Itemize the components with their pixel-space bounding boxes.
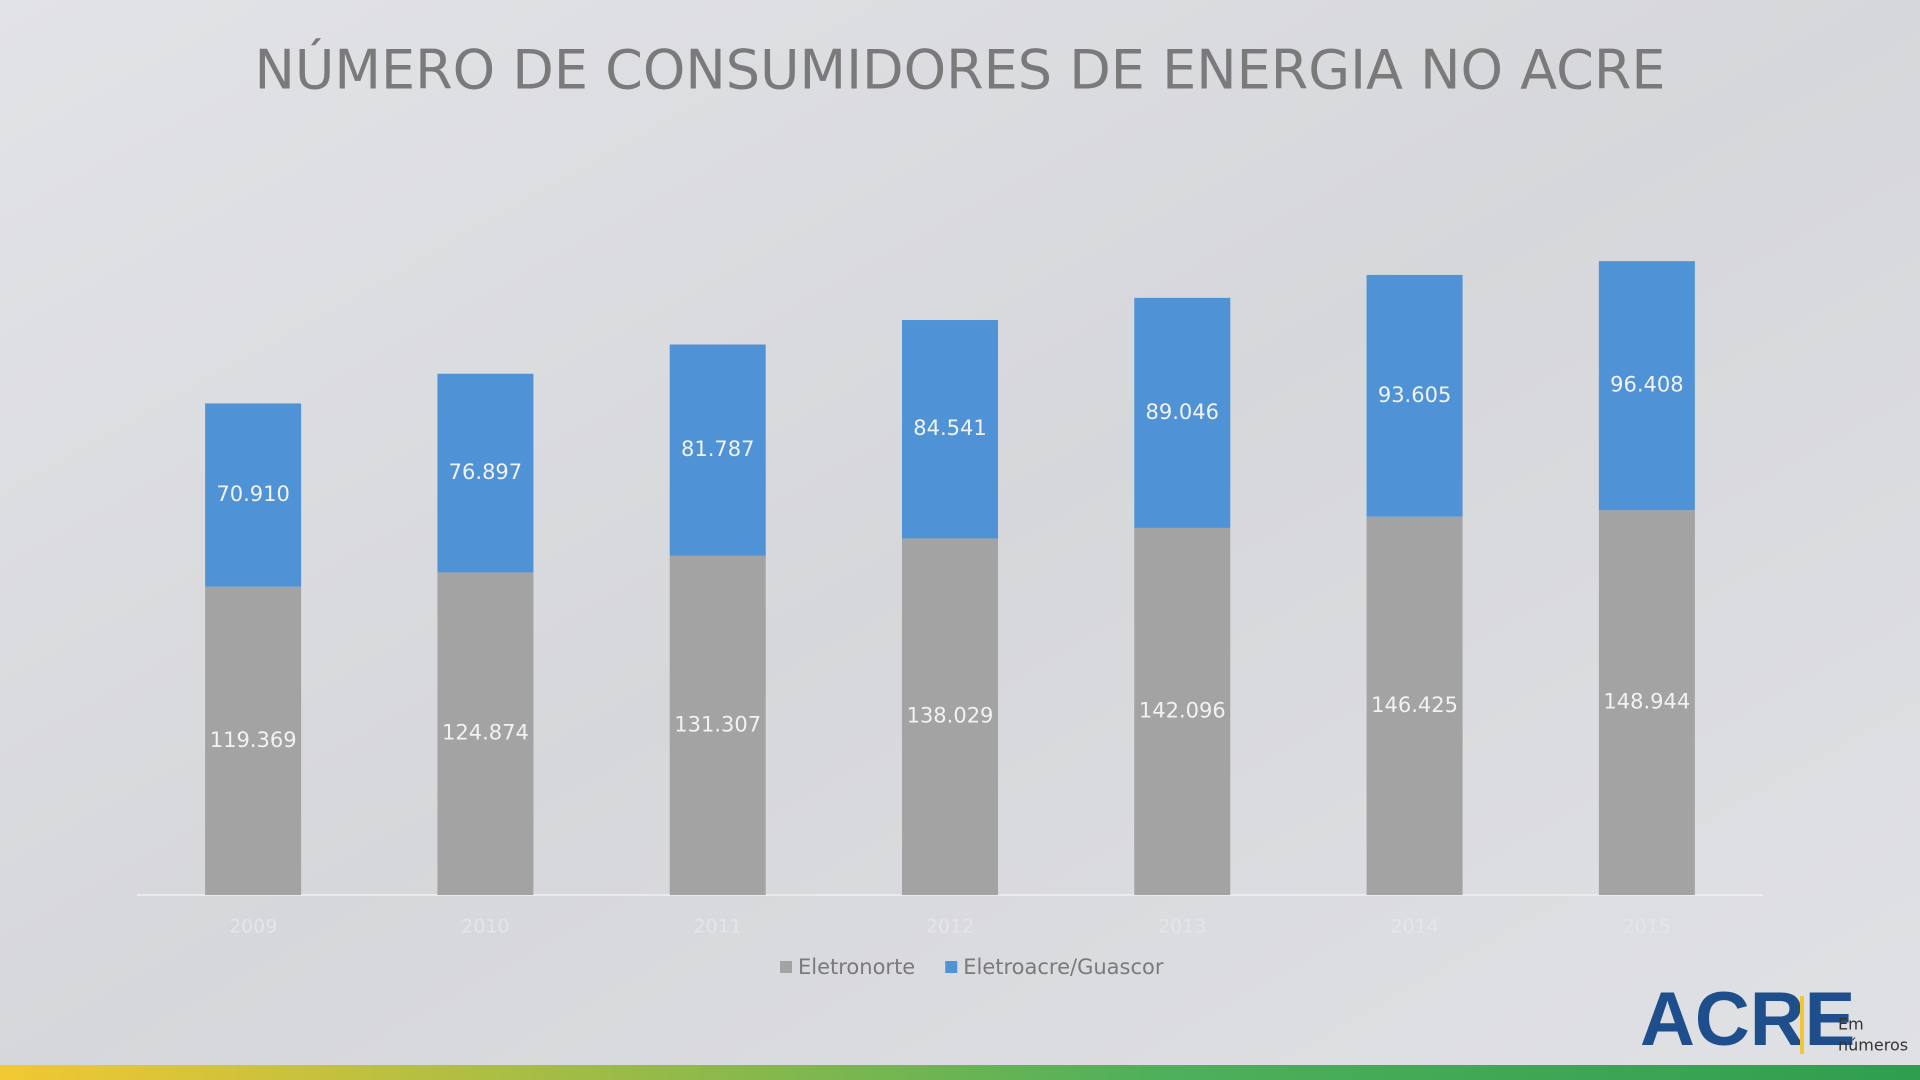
legend-label: Eletronorte: [798, 955, 915, 979]
bar-segment: [669, 555, 766, 895]
data-label: 131.307: [674, 712, 761, 736]
legend-swatch: [780, 961, 792, 973]
x-tick-label: 2011: [694, 916, 742, 938]
data-label: 76.897: [449, 460, 522, 484]
logo: ACRE Em números: [1640, 977, 1908, 1062]
x-tick-label: 2012: [926, 916, 974, 938]
legend-label: Eletroacre/Guascor: [963, 955, 1164, 979]
data-label: 89.046: [1146, 400, 1219, 424]
footer-strip: [0, 1065, 1920, 1080]
data-label: 96.408: [1610, 373, 1683, 397]
bar-segment: [205, 403, 302, 587]
bar-segment: [1366, 274, 1463, 517]
bar-segment: [437, 572, 534, 895]
bar-segment: [1598, 510, 1695, 895]
bar-segment: [1366, 516, 1463, 895]
bar-segment: [1134, 527, 1231, 895]
chart-title: NÚMERO DE CONSUMIDORES DE ENERGIA NO ACR…: [254, 39, 1665, 102]
x-tick-label: 2014: [1390, 916, 1438, 938]
data-label: 119.369: [210, 728, 297, 752]
x-tick-label: 2013: [1158, 916, 1206, 938]
data-label: 148.944: [1603, 690, 1690, 714]
bar-segment: [205, 586, 302, 895]
x-tick-label: 2009: [229, 916, 277, 938]
bar-segment: [1598, 261, 1695, 511]
logo-name: ACRE: [1640, 977, 1855, 1062]
data-label: 146.425: [1371, 693, 1458, 717]
bar-segment: [902, 538, 998, 895]
x-tick-label: 2015: [1623, 916, 1671, 938]
logo-line1: Em: [1838, 1015, 1864, 1034]
data-label: 81.787: [681, 437, 754, 461]
bar-segment: [1134, 297, 1231, 528]
data-label: 138.029: [907, 704, 994, 728]
bar-segment: [669, 344, 766, 556]
bar-segment: [437, 373, 534, 573]
logo-line2: números: [1838, 1036, 1908, 1055]
data-label: 142.096: [1139, 698, 1226, 722]
logo-bar: [1800, 996, 1804, 1054]
data-label: 93.605: [1378, 383, 1451, 407]
data-label: 70.910: [216, 482, 289, 506]
x-tick-label: 2010: [461, 916, 509, 938]
data-label: 124.874: [442, 721, 529, 745]
legend-swatch: [945, 961, 958, 973]
data-label: 84.541: [913, 416, 986, 440]
bar-segment: [902, 320, 998, 539]
